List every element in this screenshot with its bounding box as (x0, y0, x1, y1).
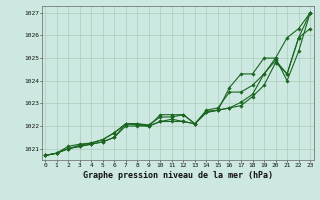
X-axis label: Graphe pression niveau de la mer (hPa): Graphe pression niveau de la mer (hPa) (83, 171, 273, 180)
